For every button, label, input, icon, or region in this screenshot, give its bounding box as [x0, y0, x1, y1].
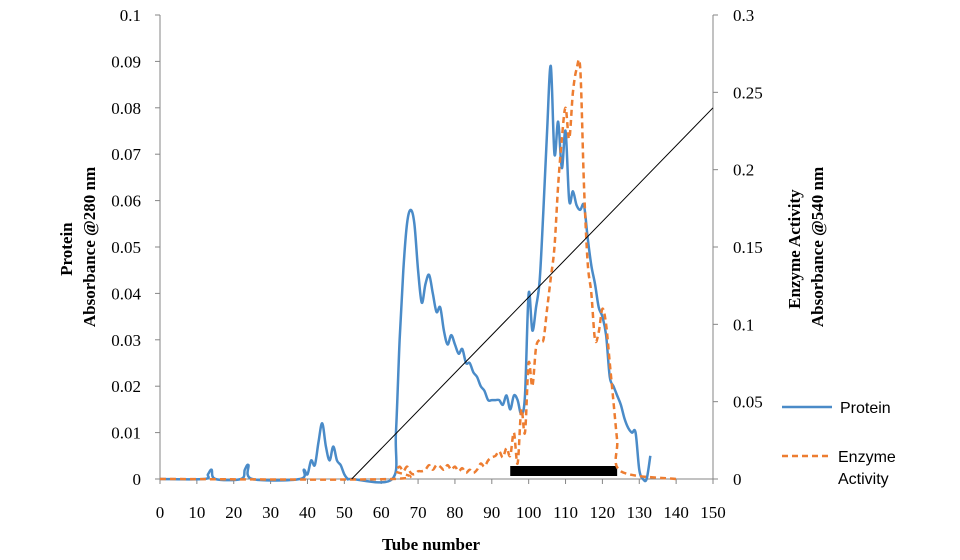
legend-label-protein: Protein — [840, 400, 891, 417]
y-tick-label: 0.09 — [111, 52, 141, 71]
x-ticks: 0 10 20 30 40 50 60 70 80 90 100 110 120 130 140 150 — [156, 479, 726, 522]
y-tick-label: 0 — [133, 470, 142, 489]
y2-tick-label: 0.3 — [733, 6, 754, 25]
legend-label-enzyme-activity-line-2: Activity — [838, 471, 889, 488]
y-ticks: 0 0.01 0.02 0.03 0.04 0.05 0.06 0.07 0.08 0.09 0.1 — [111, 6, 160, 489]
series-gradient — [351, 107, 714, 480]
y-tick-label: 0.1 — [120, 6, 141, 25]
x-tick-label: 0 — [156, 503, 165, 522]
y2-tick-label: 0.1 — [733, 315, 754, 334]
y-tick-label: 0.04 — [111, 284, 141, 303]
x-tick-label: 60 — [373, 503, 390, 522]
y-axis-title-line-2: Absorbance @280 nm — [80, 167, 99, 327]
y-tick-label: 0.08 — [111, 99, 141, 118]
series-enzyme-activity — [159, 58, 677, 481]
y-tick-label: 0.01 — [111, 424, 141, 443]
x-tick-label: 40 — [299, 503, 316, 522]
y2-ticks: 0 0.05 0.1 0.15 0.2 0.25 0.3 — [713, 6, 763, 489]
y-tick-label: 0.03 — [111, 331, 141, 350]
x-axis-title: Tube number — [382, 535, 481, 554]
x-tick-label: 20 — [225, 503, 242, 522]
y2-axis-title: Enzyme Activity Absorbance @540 nm — [785, 167, 827, 327]
fraction-pool-bar — [510, 466, 618, 476]
x-tick-label: 130 — [627, 503, 653, 522]
legend-label-enzyme-activity-line-1: Enzyme — [838, 449, 896, 466]
y2-tick-label: 0 — [733, 470, 742, 489]
y-axis-title-line-1: Protein — [57, 222, 76, 276]
y2-axis-title-line-1: Enzyme Activity — [785, 189, 804, 309]
y2-tick-label: 0.05 — [733, 393, 763, 412]
axes — [159, 15, 714, 480]
y-tick-label: 0.06 — [111, 192, 141, 211]
plot-area — [159, 58, 714, 484]
y-tick-label: 0.02 — [111, 377, 141, 396]
x-tick-label: 150 — [700, 503, 726, 522]
x-tick-label: 90 — [483, 503, 500, 522]
x-tick-label: 10 — [188, 503, 205, 522]
y-axis-title: Protein Absorbance @280 nm — [57, 167, 99, 327]
x-tick-label: 50 — [336, 503, 353, 522]
y2-tick-label: 0.25 — [733, 83, 763, 102]
x-tick-label: 70 — [410, 503, 427, 522]
y2-tick-label: 0.15 — [733, 238, 763, 257]
x-tick-label: 100 — [516, 503, 542, 522]
x-tick-label: 80 — [446, 503, 463, 522]
y2-tick-label: 0.2 — [733, 161, 754, 180]
x-tick-label: 110 — [553, 503, 578, 522]
y-tick-label: 0.07 — [111, 145, 141, 164]
x-tick-label: 120 — [590, 503, 616, 522]
legend: Protein Enzyme Activity — [782, 400, 900, 488]
y2-axis-title-line-2: Absorbance @540 nm — [808, 167, 827, 327]
y-tick-label: 0.05 — [111, 238, 141, 257]
series-protein — [159, 64, 652, 484]
x-tick-label: 30 — [262, 503, 279, 522]
x-tick-label: 140 — [663, 503, 689, 522]
legend-label-enzyme-activity: Enzyme Activity — [838, 449, 900, 488]
